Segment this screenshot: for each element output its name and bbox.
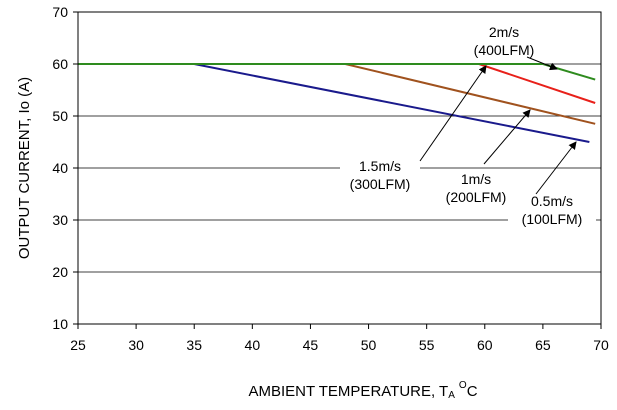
annotation-100lfm-line1: 0.5m/s	[531, 193, 573, 209]
x-tick-label-50: 50	[361, 337, 377, 353]
annotation-100lfm: 0.5m/s (100LFM)	[508, 141, 596, 228]
series-lines	[78, 63, 596, 143]
x-tick-label-70: 70	[593, 337, 609, 353]
annotation-200lfm-arrow	[483, 109, 531, 165]
x-tick-labels: 25 30 35 40 45 50 55 60 65 70	[70, 324, 609, 353]
annotation-100lfm-arrow	[535, 141, 577, 195]
x-axis-title-main: AMBIENT TEMPERATURE, T	[248, 383, 448, 400]
x-tick-label-25: 25	[70, 337, 86, 353]
annotation-200lfm-line2: (200LFM)	[446, 189, 507, 205]
annotation-300lfm: 1.5m/s (300LFM)	[340, 65, 487, 193]
y-tick-label-60: 60	[52, 56, 68, 72]
x-tick-label-30: 30	[128, 337, 144, 353]
y-axis-title: OUTPUT CURRENT, Io (A)	[16, 77, 33, 259]
x-axis-title-unit: C	[467, 383, 478, 400]
x-tick-label-40: 40	[245, 337, 261, 353]
y-tick-labels: 10 20 30 40 50 60 70	[52, 4, 78, 332]
x-tick-label-35: 35	[186, 337, 202, 353]
annotation-400lfm-line1: 2m/s	[489, 24, 519, 40]
x-axis-title: AMBIENT TEMPERATURE, TAOC	[248, 380, 477, 401]
annotation-100lfm-bg	[508, 192, 596, 228]
x-tick-label-45: 45	[303, 337, 319, 353]
y-tick-label-40: 40	[52, 160, 68, 176]
annotation-200lfm-line1: 1m/s	[461, 171, 491, 187]
annotation-400lfm-line2: (400LFM)	[474, 42, 535, 58]
grid	[78, 63, 601, 273]
x-tick-label-65: 65	[535, 337, 551, 353]
x-axis-title-superscript: O	[459, 380, 467, 391]
x-tick-label-60: 60	[477, 337, 493, 353]
y-tick-label-10: 10	[52, 316, 68, 332]
annotation-400lfm-bg	[464, 45, 544, 61]
x-axis-title-subscript: A	[448, 390, 455, 401]
y-tick-label-50: 50	[52, 108, 68, 124]
annotation-300lfm-line2: (300LFM)	[350, 176, 411, 192]
series-line-4	[78, 63, 596, 81]
annotation-400lfm-arrow	[526, 56, 558, 71]
annotation-200lfm-bg	[436, 180, 516, 210]
y-tick-label-20: 20	[52, 264, 68, 280]
annotation-200lfm: 1m/s (200LFM)	[436, 109, 531, 210]
annotation-400lfm: 2m/s (400LFM)	[464, 24, 558, 71]
y-tick-label-70: 70	[52, 4, 68, 20]
annotation-300lfm-bg	[340, 157, 420, 193]
annotation-300lfm-arrow	[419, 65, 487, 162]
annotation-100lfm-line2: (100LFM)	[522, 211, 583, 227]
y-tick-label-30: 30	[52, 212, 68, 228]
x-tick-label-55: 55	[419, 337, 435, 353]
annotation-300lfm-line1: 1.5m/s	[359, 158, 401, 174]
